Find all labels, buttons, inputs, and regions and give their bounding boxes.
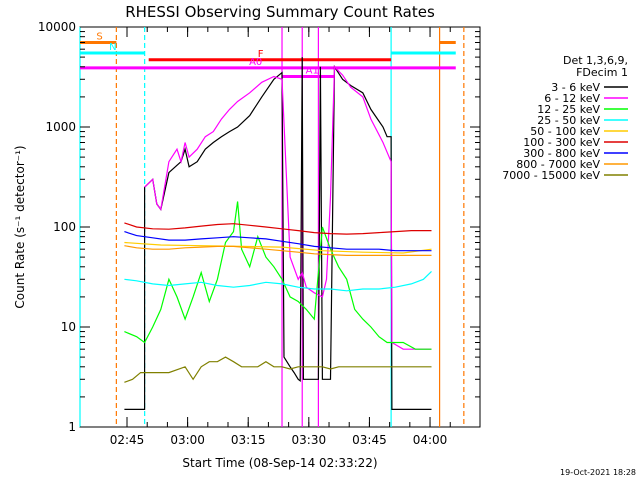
legend-label-0: 3 - 6 keV	[551, 81, 600, 94]
series-line-4	[124, 241, 432, 254]
timestamp: 19-Oct-2021 18:28	[560, 468, 636, 477]
series-line-3	[124, 270, 432, 292]
y-tick-label-0: 1	[68, 420, 76, 434]
legend-label-4: 50 - 100 keV	[530, 125, 600, 138]
x-tick-label-3: 03:30	[292, 433, 327, 447]
x-tick-label-2: 03:15	[231, 433, 266, 447]
x-tick-label-5: 04:00	[413, 433, 448, 447]
axis-ticks: 1 10 100 1000 10000 02:45 03:00 03:15 03:30 03:45…	[38, 20, 480, 447]
legend-title-line-1: FDecim 1	[576, 66, 628, 79]
legend-label-5: 100 - 300 keV	[523, 136, 600, 149]
x-tick-label-4: 03:45	[352, 433, 387, 447]
legend-label-2: 12 - 25 keV	[537, 103, 600, 116]
state-bar-label-a0: A0	[249, 57, 262, 68]
x-tick-label-1: 03:00	[170, 433, 205, 447]
series-line-7	[124, 245, 432, 256]
legend-title-line-0: Det 1,3,6,9,	[563, 54, 628, 67]
state-bars: SN FA0 A1	[80, 31, 456, 78]
legend-label-7: 800 - 7000 keV	[516, 158, 600, 171]
y-tick-label-1: 10	[61, 320, 76, 334]
y-axis-label: Count Rate (s⁻¹ detector⁻¹)	[13, 145, 27, 308]
data-series	[124, 57, 432, 410]
legend-label-3: 25 - 50 keV	[537, 114, 600, 127]
series-line-8	[124, 356, 432, 383]
series-line-1	[144, 65, 432, 350]
y-tick-label-2: 100	[53, 220, 76, 234]
chart-title: RHESSI Observing Summary Count Rates	[125, 3, 435, 21]
state-bar-label-n: N	[109, 42, 116, 53]
vertical-markers	[79, 27, 465, 427]
state-bar-label-s: S	[96, 31, 102, 42]
legend-label-6: 300 - 800 keV	[523, 147, 600, 160]
legend-label-8: 7000 - 15000 keV	[502, 169, 600, 182]
legend-label-1: 6 - 12 keV	[544, 92, 600, 105]
x-axis-label: Start Time (08-Sep-14 02:33:22)	[182, 456, 377, 470]
series-line-2	[124, 201, 432, 350]
y-tick-label-4: 10000	[38, 20, 76, 34]
series-line-6	[124, 231, 432, 252]
series-line-0	[124, 57, 432, 410]
series-line-5	[124, 222, 432, 235]
state-bar-label-a1: A1	[306, 65, 319, 76]
x-tick-label-0: 02:45	[110, 433, 145, 447]
state-bar-label-f: F	[258, 49, 264, 60]
y-tick-label-3: 1000	[45, 120, 76, 134]
